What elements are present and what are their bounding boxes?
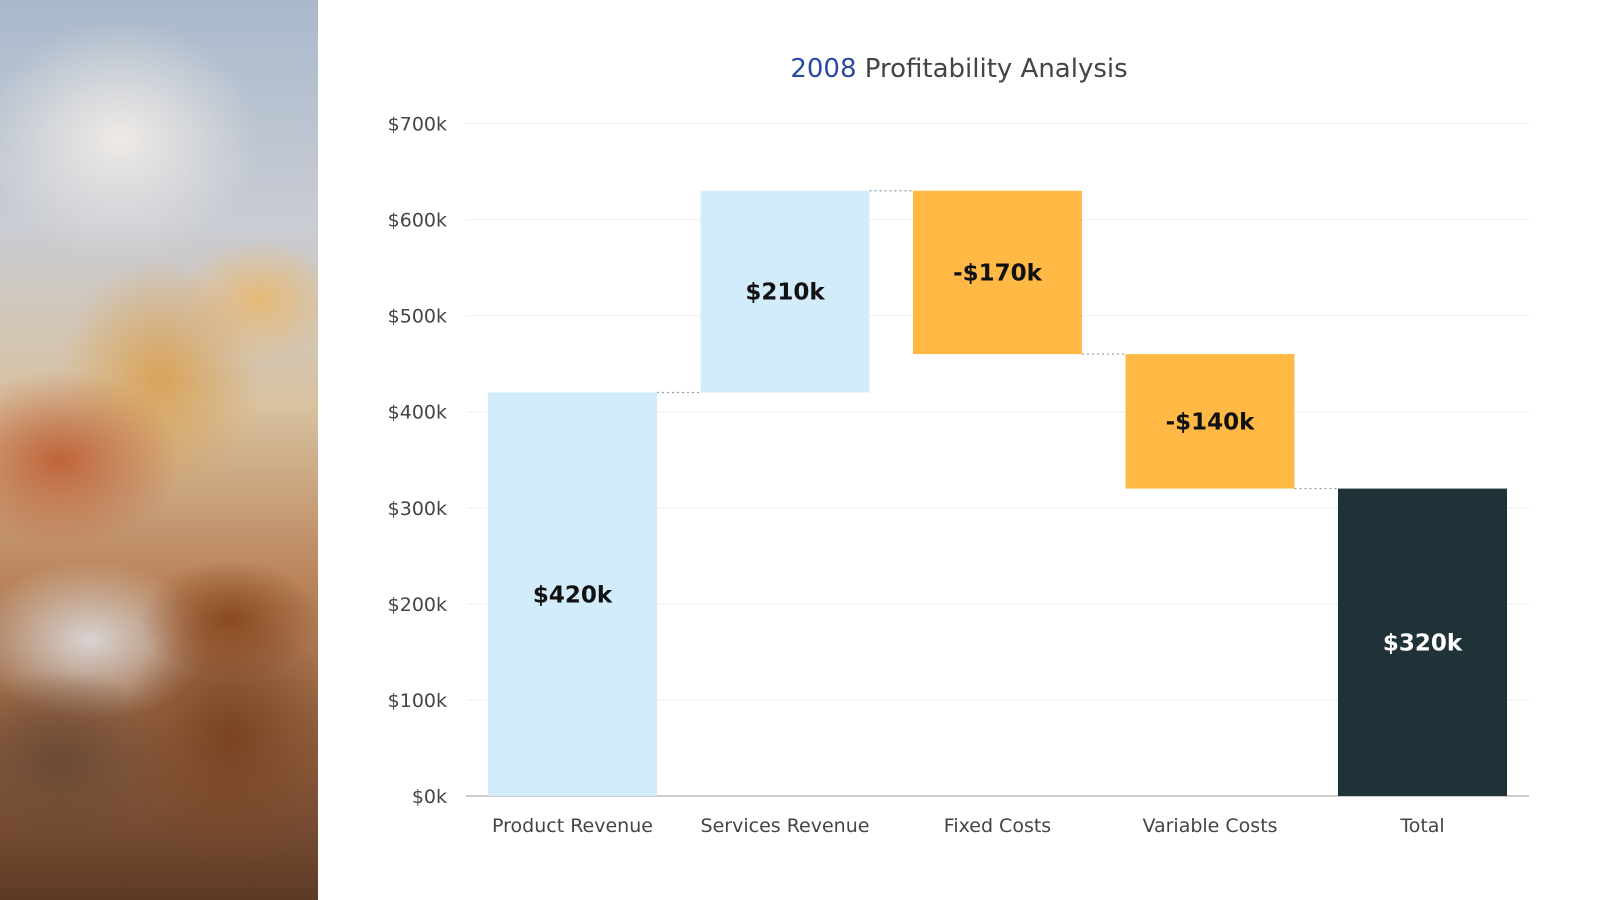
bar-total [1338, 488, 1507, 796]
y-tick-label: $0k [412, 786, 447, 808]
title-year: 2008 [790, 54, 857, 84]
bar-product-revenue [488, 392, 657, 796]
y-tick-label: $500k [388, 306, 447, 328]
y-tick-label: $100k [388, 690, 447, 712]
y-tick-label: $600k [388, 210, 447, 232]
data-label: $320k [1383, 630, 1463, 656]
x-tick-label: Total [1399, 815, 1444, 837]
x-tick-label: Variable Costs [1142, 815, 1277, 837]
y-tick-label: $200k [388, 594, 447, 616]
y-tick-label: $700k [388, 114, 447, 136]
data-label: $420k [533, 582, 613, 608]
y-tick-label: $300k [388, 498, 447, 520]
data-label: -$170k [953, 260, 1043, 286]
x-tick-label: Fixed Costs [944, 815, 1051, 837]
data-label: -$140k [1166, 409, 1256, 435]
bar-variable-costs [1125, 354, 1295, 489]
y-tick-label: $400k [388, 402, 447, 424]
bar-services-revenue [700, 190, 870, 393]
data-label: $210k [745, 280, 825, 306]
bar-fixed-costs [913, 190, 1082, 355]
title-text: Profitability Analysis [864, 54, 1128, 84]
x-tick-label: Services Revenue [701, 815, 870, 837]
baroque-painting-image [0, 0, 318, 900]
chart-title: 2008 Profitability Analysis [318, 54, 1600, 84]
x-tick-label: Product Revenue [492, 815, 653, 837]
